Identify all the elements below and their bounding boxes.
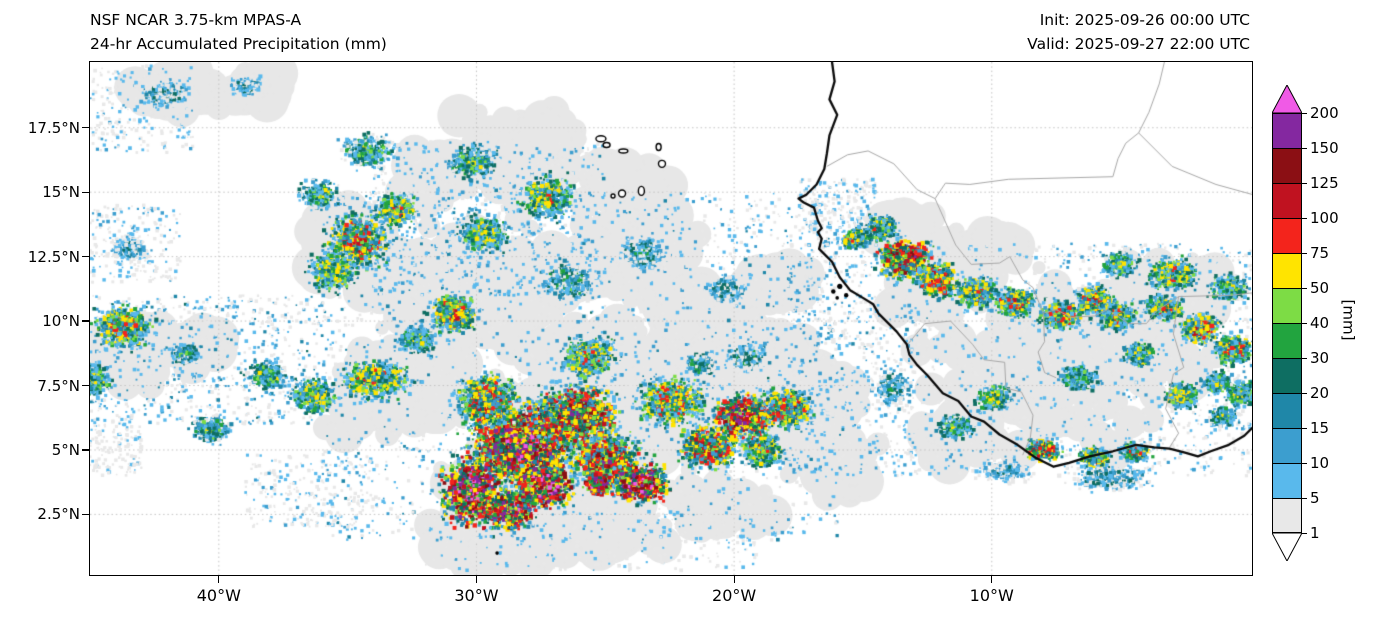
colorbar-label: 30 xyxy=(1310,349,1330,367)
colorbar-tick-mark xyxy=(1302,218,1307,219)
precip-map-canvas xyxy=(90,62,1252,575)
x-tick-label: 10°W xyxy=(969,586,1014,605)
colorbar-tick-mark xyxy=(1302,113,1307,114)
x-tick-label: 30°W xyxy=(454,586,499,605)
colorbar-label: 5 xyxy=(1310,489,1320,507)
colorbar-label: 75 xyxy=(1310,244,1330,262)
colorbar-band xyxy=(1272,428,1302,463)
colorbar-band xyxy=(1272,498,1302,533)
y-tick-label: 5°N xyxy=(51,440,80,459)
y-tick-mark xyxy=(82,513,89,515)
colorbar-band xyxy=(1272,113,1302,148)
model-title: NSF NCAR 3.75-km MPAS-A xyxy=(90,11,302,29)
colorbar-label: 125 xyxy=(1310,174,1339,192)
y-tick-label: 2.5°N xyxy=(37,505,80,524)
colorbar-band xyxy=(1272,358,1302,393)
x-tick-label: 20°W xyxy=(712,586,757,605)
y-tick-mark xyxy=(82,449,89,451)
y-tick-label: 17.5°N xyxy=(27,118,80,137)
y-tick-label: 7.5°N xyxy=(37,376,80,395)
y-tick-mark xyxy=(82,320,89,322)
colorbar-band xyxy=(1272,463,1302,498)
colorbar-label: 150 xyxy=(1310,139,1339,157)
colorbar-tick-mark xyxy=(1302,183,1307,184)
colorbar-label: 100 xyxy=(1310,209,1339,227)
colorbar-label: 200 xyxy=(1310,104,1339,122)
colorbar-label: 10 xyxy=(1310,454,1330,472)
y-tick-label: 12.5°N xyxy=(27,247,80,266)
colorbar-tick-mark xyxy=(1302,393,1307,394)
colorbar-band xyxy=(1272,393,1302,428)
colorbar: 200 150 125 100 75 50 40 30 20 15 10 5 1 [mm] xyxy=(1271,83,1378,563)
title-block: NSF NCAR 3.75-km MPAS-A 24-hr Accumulate… xyxy=(90,8,387,56)
colorbar-under-arrow xyxy=(1271,532,1303,565)
colorbar-tick-mark xyxy=(1302,498,1307,499)
colorbar-band xyxy=(1272,218,1302,253)
colorbar-unit-label: [mm] xyxy=(1339,299,1358,341)
map-plot-area xyxy=(89,61,1253,576)
colorbar-band xyxy=(1272,288,1302,323)
x-tick-mark xyxy=(991,576,993,583)
colorbar-band xyxy=(1272,323,1302,358)
y-tick-mark xyxy=(82,384,89,387)
time-block: Init: 2025-09-26 00:00 UTC Valid: 2025-0… xyxy=(1027,8,1250,56)
colorbar-bands xyxy=(1272,113,1302,533)
colorbar-tick-mark xyxy=(1302,288,1307,289)
y-tick-label: 10°N xyxy=(42,312,80,331)
colorbar-tick-mark xyxy=(1302,323,1307,324)
x-tick-mark xyxy=(475,576,478,583)
colorbar-band xyxy=(1272,183,1302,218)
x-tick-mark xyxy=(733,576,735,583)
product-title: 24-hr Accumulated Precipitation (mm) xyxy=(90,35,387,53)
y-tick-mark xyxy=(82,127,89,129)
colorbar-tick-mark xyxy=(1302,148,1307,149)
init-time: Init: 2025-09-26 00:00 UTC xyxy=(1039,11,1250,29)
colorbar-tick-mark xyxy=(1302,428,1307,429)
colorbar-band xyxy=(1272,148,1302,183)
colorbar-label: 20 xyxy=(1310,384,1330,402)
colorbar-tick-mark xyxy=(1302,533,1307,534)
colorbar-label: 40 xyxy=(1310,314,1330,332)
x-tick-mark xyxy=(218,576,220,583)
colorbar-tick-mark xyxy=(1302,463,1307,464)
colorbar-label: 1 xyxy=(1310,524,1320,542)
y-tick-label: 15°N xyxy=(42,183,80,202)
y-tick-mark xyxy=(82,191,89,193)
colorbar-band xyxy=(1272,253,1302,288)
y-tick-mark xyxy=(82,256,89,258)
valid-time: Valid: 2025-09-27 22:00 UTC xyxy=(1027,35,1250,53)
x-tick-label: 40°W xyxy=(196,586,241,605)
colorbar-label: 50 xyxy=(1310,279,1330,297)
colorbar-tick-mark xyxy=(1302,253,1307,254)
colorbar-tick-mark xyxy=(1302,358,1307,359)
colorbar-label: 15 xyxy=(1310,419,1330,437)
